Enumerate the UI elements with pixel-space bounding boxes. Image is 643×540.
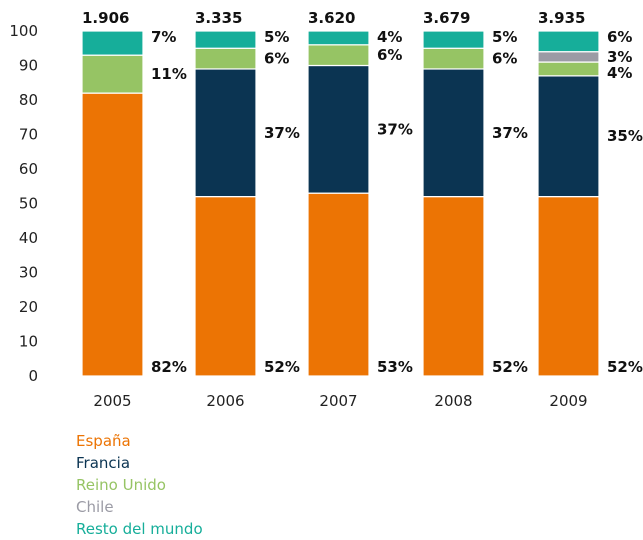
data-label: 7% bbox=[151, 28, 176, 46]
legend-item-espana: España bbox=[76, 432, 131, 450]
bar-segment-espana bbox=[307, 192, 370, 377]
bar-segment-resto-del-mundo bbox=[422, 30, 485, 49]
bar-segment-reino-unido bbox=[307, 44, 370, 67]
x-tick-label: 2006 bbox=[206, 392, 244, 410]
total-label: 3.935 bbox=[538, 9, 585, 27]
bar-segment-francia bbox=[307, 64, 370, 194]
bar-segment-reino-unido bbox=[81, 54, 144, 94]
legend-item-chile: Chile bbox=[76, 498, 114, 516]
total-label: 3.679 bbox=[423, 9, 470, 27]
data-label: 37% bbox=[492, 124, 528, 142]
legend-item-francia: Francia bbox=[76, 454, 131, 472]
data-label: 35% bbox=[607, 127, 643, 145]
data-label: 37% bbox=[377, 120, 413, 138]
data-label: 3% bbox=[607, 48, 632, 66]
bar-stack-2008: 52% 5% 6% 37% 3.679 bbox=[422, 9, 528, 377]
data-label: 52% bbox=[492, 358, 528, 376]
data-label: 11% bbox=[151, 65, 187, 83]
data-label: 53% bbox=[377, 358, 413, 376]
x-tick-label: 2008 bbox=[434, 392, 472, 410]
total-label: 3.335 bbox=[195, 9, 242, 27]
x-tick-label: 2007 bbox=[319, 392, 357, 410]
total-label: 3.620 bbox=[308, 9, 355, 27]
y-axis: 0 10 20 30 40 50 60 70 80 90 100 bbox=[9, 22, 38, 385]
total-label: 1.906 bbox=[82, 9, 129, 27]
bar-stack-2009: 52% 6% 3%4% 35% 3.935 bbox=[537, 9, 643, 377]
data-label: 6% bbox=[377, 46, 402, 64]
y-tick-label: 40 bbox=[19, 229, 38, 247]
data-label: 6% bbox=[264, 50, 289, 68]
bar-segment-reino-unido bbox=[422, 47, 485, 70]
bar-segment-resto-del-mundo bbox=[307, 30, 370, 46]
legend: España Francia Reino Unido Chile Resto d… bbox=[76, 430, 203, 540]
bar-segment-reino-unido bbox=[537, 61, 600, 77]
legend-item-resto-del-mundo: Resto del mundo bbox=[76, 520, 203, 538]
data-label: 82% bbox=[151, 358, 187, 376]
bar-segment-espana bbox=[537, 196, 600, 377]
y-tick-label: 100 bbox=[9, 22, 38, 40]
y-tick-label: 0 bbox=[28, 367, 38, 385]
x-tick-label: 2005 bbox=[93, 392, 131, 410]
y-tick-label: 90 bbox=[19, 57, 38, 75]
data-label: 5% bbox=[492, 28, 517, 46]
data-label: 37% bbox=[264, 124, 300, 142]
bar-segment-resto-del-mundo bbox=[81, 30, 144, 56]
y-tick-label: 60 bbox=[19, 160, 38, 178]
y-tick-label: 70 bbox=[19, 126, 38, 144]
x-tick-label: 2009 bbox=[549, 392, 587, 410]
y-tick-label: 20 bbox=[19, 298, 38, 316]
bar-segment-francia bbox=[194, 68, 257, 198]
bar-segment-resto-del-mundo bbox=[537, 30, 600, 53]
bar-segment-reino-unido bbox=[194, 47, 257, 70]
bar-segment-resto-del-mundo bbox=[194, 30, 257, 49]
data-label: 6% bbox=[607, 28, 632, 46]
data-label: 5% bbox=[264, 28, 289, 46]
y-tick-label: 10 bbox=[19, 333, 38, 351]
bar-segment-espana bbox=[422, 196, 485, 377]
bar-segment-francia bbox=[537, 75, 600, 198]
x-axis: 2005 2006 2007 2008 2009 bbox=[93, 392, 587, 410]
bar-stacks: 82%7%11%1.90652%5%6%37%3.33553%4%6%37%3.… bbox=[81, 9, 643, 377]
y-tick-label: 80 bbox=[19, 91, 38, 109]
data-label: 4% bbox=[607, 64, 632, 82]
data-label: 4% bbox=[377, 28, 402, 46]
bar-segment-espana bbox=[81, 92, 144, 377]
data-label: 52% bbox=[607, 358, 643, 376]
bar-segment-espana bbox=[194, 196, 257, 377]
data-label: 52% bbox=[264, 358, 300, 376]
y-tick-label: 30 bbox=[19, 264, 38, 282]
legend-item-reino-unido: Reino Unido bbox=[76, 476, 166, 494]
data-label: 6% bbox=[492, 50, 517, 68]
bar-stack-2005: 82% 7% 11% 1.906 bbox=[81, 9, 187, 377]
bar-segment-chile bbox=[537, 51, 600, 63]
bar-stack-2007: 53% 4%6% 37% 3.620 bbox=[307, 9, 413, 377]
bar-segment-francia bbox=[422, 68, 485, 198]
y-tick-label: 50 bbox=[19, 195, 38, 213]
bar-stack-2006: 52% 5% 6% 37% 3.335 bbox=[194, 9, 300, 377]
